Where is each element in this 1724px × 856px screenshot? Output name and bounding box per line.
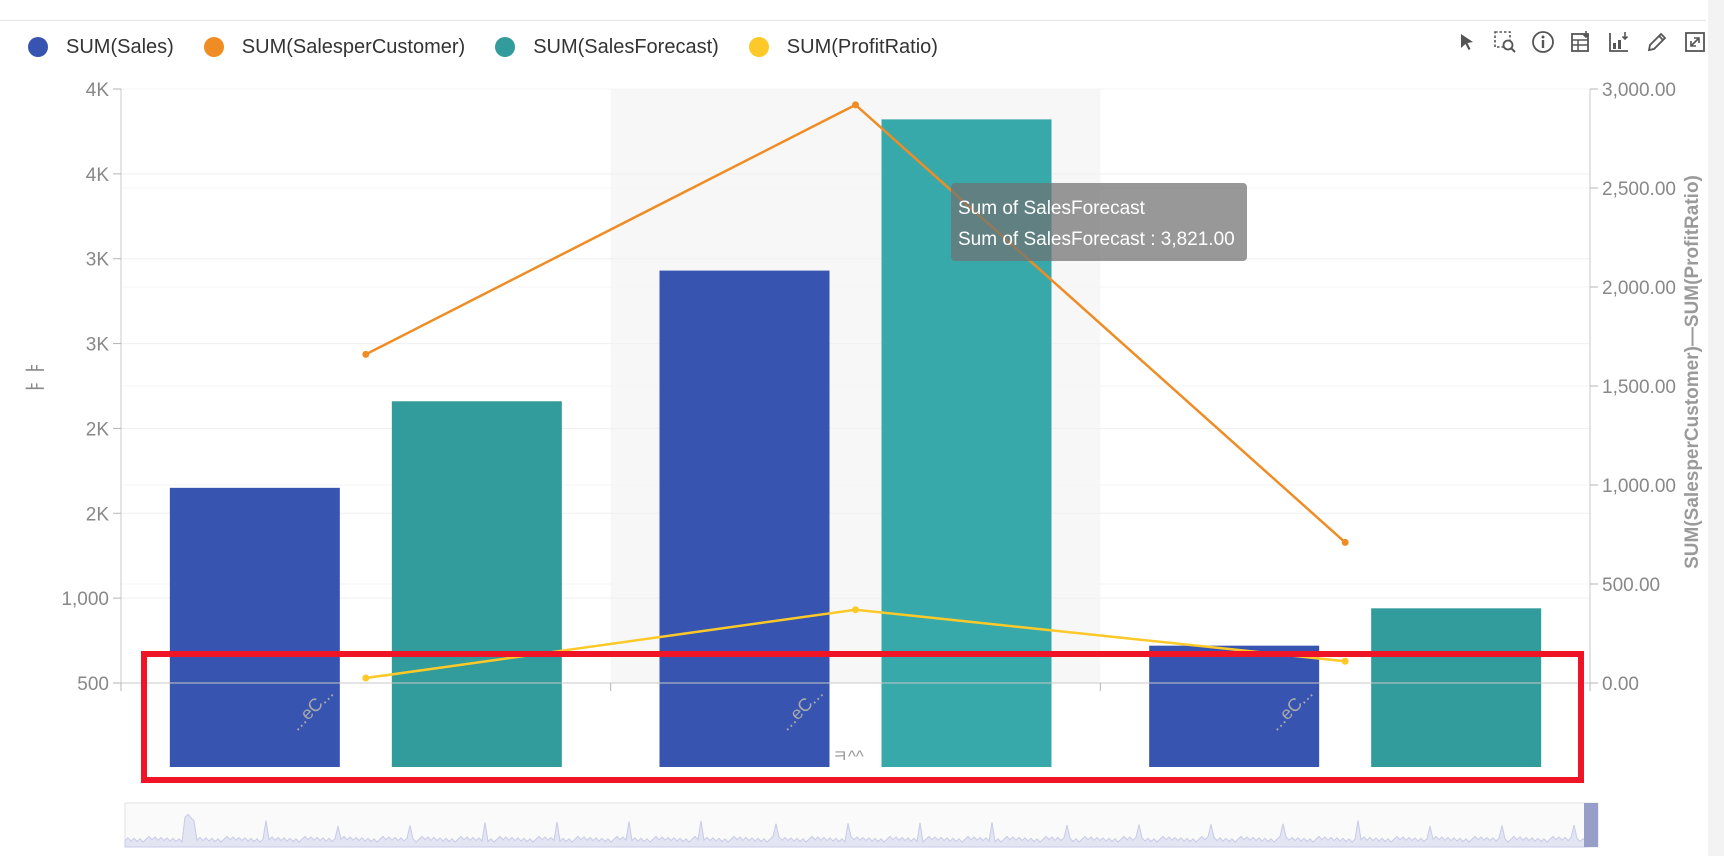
tooltip: Sum of SalesForecast Sum of SalesForecas… bbox=[951, 183, 1247, 261]
fullscreen-icon[interactable] bbox=[1676, 28, 1714, 56]
y2-tick-label-0: 0.00 bbox=[1602, 674, 1639, 695]
legend-dot-sales bbox=[28, 37, 48, 57]
tooltip-title: Sum of SalesForecast bbox=[958, 198, 1145, 219]
y2-axis-title: SUM(SalesperCustomer)—SUM(ProfitRatio) bbox=[1682, 175, 1703, 569]
legend-label-salespercustomer: SUM(SalesperCustomer) bbox=[241, 35, 466, 58]
legend-item-sales[interactable]: SUM(Sales) bbox=[28, 36, 174, 59]
zoom-slider-preview bbox=[124, 813, 1589, 848]
point-sumsalespercustomer-0[interactable] bbox=[362, 350, 370, 358]
legend-dot-profitratio bbox=[748, 37, 769, 57]
zoom-slider[interactable] bbox=[124, 802, 1599, 848]
legend-item-profitratio[interactable]: SUM(ProfitRatio) bbox=[748, 35, 938, 59]
point-sumprofitratio-0[interactable] bbox=[362, 674, 370, 682]
legend-item-salesforecast[interactable]: SUM(SalesForecast) bbox=[495, 36, 719, 59]
info-icon[interactable] bbox=[1524, 28, 1562, 56]
legend-label-sales: SUM(Sales) bbox=[66, 35, 174, 58]
y-tick-label-6: 4K bbox=[86, 165, 110, 186]
edit-icon[interactable] bbox=[1638, 28, 1676, 56]
y2-tick-label-2: 1,000.00 bbox=[1602, 476, 1676, 497]
bar-sumsales-1[interactable] bbox=[659, 270, 830, 767]
point-sumprofitratio-2[interactable] bbox=[1341, 657, 1349, 665]
point-sumsalespercustomer-1[interactable] bbox=[852, 101, 859, 109]
legend: SUM(Sales) SUM(SalesperCustomer) SUM(Sal… bbox=[28, 32, 968, 62]
y-tick-label-2: 2K bbox=[86, 504, 110, 525]
legend-item-salespercustomer[interactable]: SUM(SalesperCustomer) bbox=[203, 35, 466, 59]
y-tick-label-3: 2K bbox=[86, 419, 110, 440]
point-sumsalespercustomer-2[interactable] bbox=[1341, 538, 1349, 546]
y-tick-label-4: 3K bbox=[86, 335, 110, 356]
legend-label-salesforecast: SUM(SalesForecast) bbox=[533, 35, 719, 58]
export-chart-icon[interactable] bbox=[1600, 28, 1638, 56]
bar-sumsales-0[interactable] bbox=[169, 487, 340, 767]
chart-toolbar bbox=[1448, 28, 1714, 56]
legend-label-profitratio: SUM(ProfitRatio) bbox=[786, 35, 938, 58]
point-sumprofitratio-1[interactable] bbox=[852, 606, 859, 614]
y-tick-label-7: 4K bbox=[86, 80, 110, 101]
y2-tick-label-5: 2,500.00 bbox=[1602, 179, 1676, 200]
zoom-slider-handle[interactable] bbox=[1584, 803, 1598, 847]
y-tick-label-1: 1,000 bbox=[61, 589, 109, 610]
scrollbar-track[interactable] bbox=[1708, 0, 1724, 856]
y-tick-label-5: 3K bbox=[86, 250, 110, 271]
x-axis-title: ㅋ^^ bbox=[832, 747, 864, 766]
y2-tick-label-4: 2,000.00 bbox=[1602, 278, 1676, 299]
pointer-icon[interactable] bbox=[1448, 28, 1486, 56]
y2-tick-label-1: 500.00 bbox=[1602, 575, 1660, 596]
y2-tick-label-6: 3,000.00 bbox=[1602, 80, 1676, 101]
bar-sumsalesforecast-0[interactable] bbox=[391, 401, 562, 767]
top-divider bbox=[0, 20, 1706, 21]
legend-dot-salespercustomer bbox=[203, 37, 224, 57]
y2-tick-label-3: 1,500.00 bbox=[1602, 377, 1676, 398]
zoom-select-icon[interactable] bbox=[1486, 28, 1524, 56]
y-tick-label-0: 500 bbox=[77, 674, 109, 695]
export-data-icon[interactable] bbox=[1562, 28, 1600, 56]
tooltip-value: Sum of SalesForecast : 3,821.00 bbox=[958, 229, 1235, 250]
bar-sumsalesforecast-2[interactable] bbox=[1371, 608, 1542, 767]
bar-sumsales-2[interactable] bbox=[1149, 645, 1320, 767]
legend-dot-salesforecast bbox=[495, 37, 516, 57]
y-axis-title: ㅑㅑ bbox=[24, 360, 47, 397]
